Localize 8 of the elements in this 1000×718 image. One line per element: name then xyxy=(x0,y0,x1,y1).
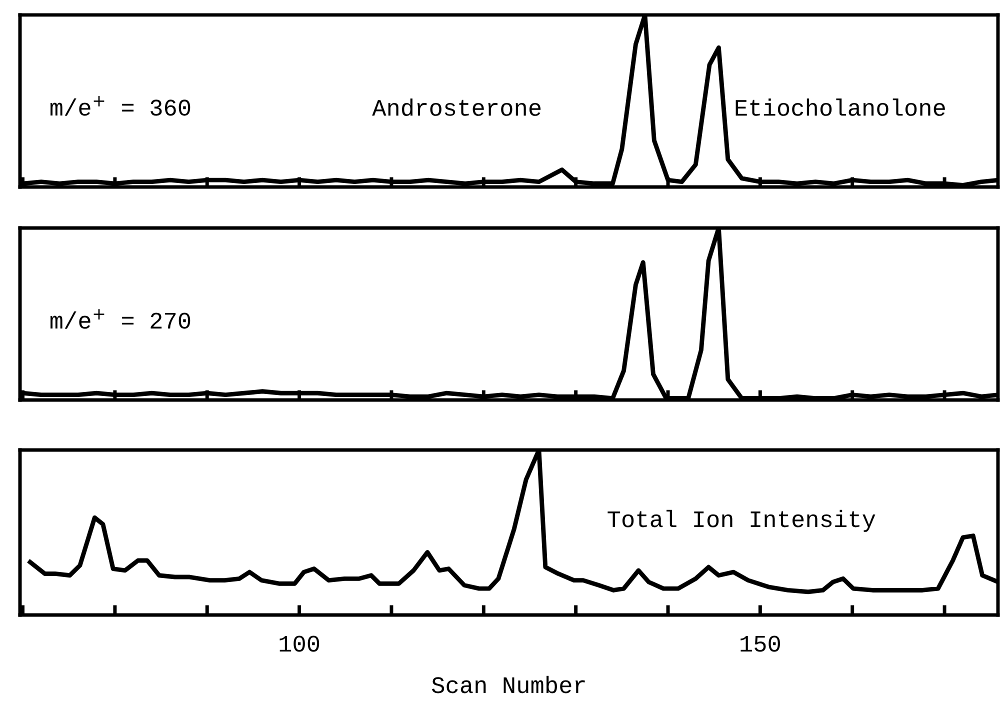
x-tick-label: 100 xyxy=(280,636,320,652)
annotation: Etiocholanolone xyxy=(736,98,945,116)
x-tick-label: 150 xyxy=(740,636,780,652)
x-axis-title: Scan Number xyxy=(432,676,585,694)
annotation: m/e$^{+}$ = 270 xyxy=(50,309,190,329)
annotation: Androsterone xyxy=(372,98,541,116)
annotation: Total Ion Intensity xyxy=(608,510,876,532)
annotation: m/e$^{+}$ = 360 xyxy=(50,96,190,116)
